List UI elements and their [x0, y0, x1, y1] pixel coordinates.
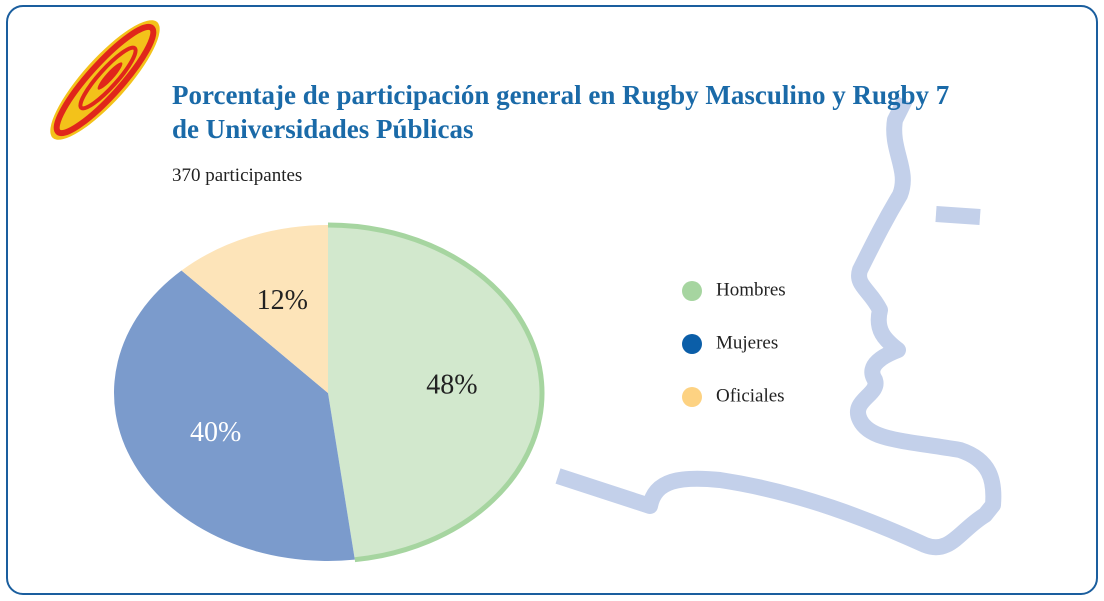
pie-slice [181, 225, 328, 393]
legend-marker [682, 387, 702, 407]
value-label: 48% [426, 369, 477, 400]
legend-label: Oficiales [716, 385, 785, 406]
legend-label: Mujeres [716, 332, 778, 353]
frame [6, 5, 1098, 595]
legend-marker [682, 334, 702, 354]
legend-label: Hombres [716, 279, 786, 300]
logo [50, 20, 160, 140]
pie-slice [113, 270, 355, 561]
legend-marker [682, 281, 702, 301]
face-decoration [555, 96, 1002, 556]
chart-title: Porcentaje de participación general en R… [172, 80, 950, 144]
slice-edge [327, 222, 545, 563]
chart-subtitle: 370 participantes [172, 165, 303, 186]
pie-slice [328, 225, 543, 560]
value-label: 12% [257, 285, 308, 316]
value-label: 40% [190, 417, 241, 448]
